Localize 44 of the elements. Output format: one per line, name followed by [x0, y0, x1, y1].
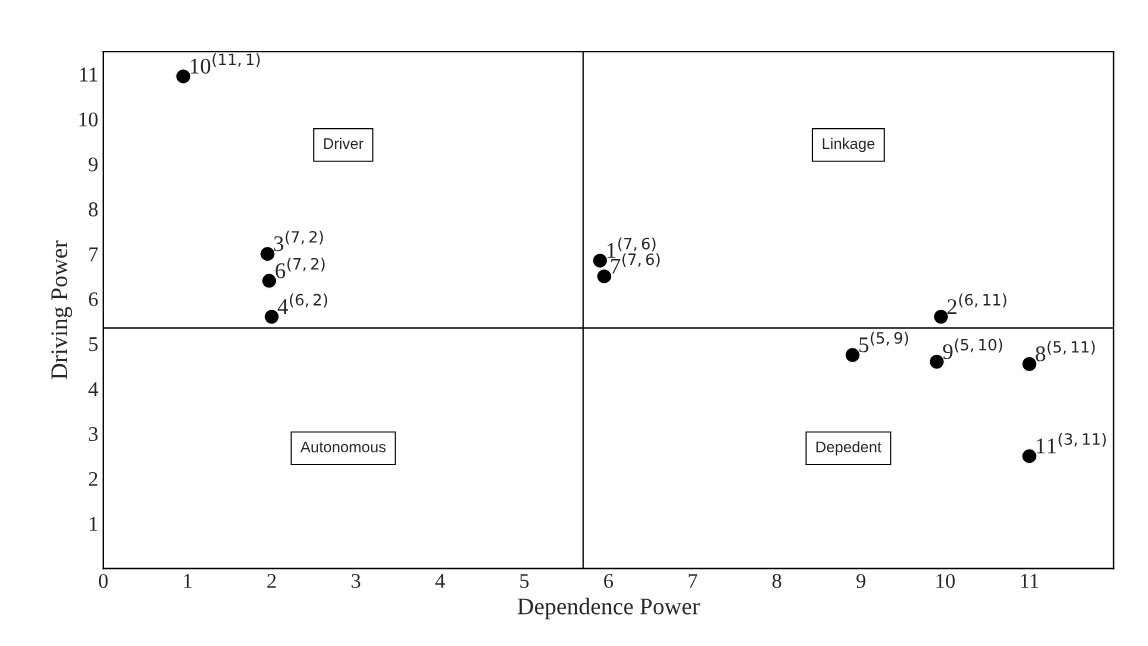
annotation: 6$^{(7,2)}$ [275, 257, 325, 279]
x-axis-title: Dependence Power [517, 597, 700, 620]
x-tick-label: 7 [688, 574, 698, 588]
point [175, 68, 192, 85]
annotation: 11$^{(3,11)}$ [1036, 432, 1106, 454]
annotation: 2$^{(6,11)}$ [947, 293, 1007, 314]
annotation: Driver [324, 137, 364, 150]
annotation: Depedent [816, 441, 882, 456]
y-tick-label: 5 [89, 337, 98, 352]
y-tick-label: 8 [88, 202, 98, 217]
x-tick-label: 6 [604, 574, 614, 588]
y-tick-label: 2 [88, 472, 98, 486]
y-tick-label: 4 [88, 382, 99, 396]
annotation: 10$^{(11,1)}$ [190, 53, 260, 74]
y-tick-label: 11 [80, 67, 98, 82]
y-tick-label: 7 [89, 247, 98, 262]
x-tick-label: 4 [435, 574, 445, 588]
y-axis-title: Driving Power [51, 240, 73, 380]
annotation: 4$^{(6,2)}$ [277, 293, 328, 314]
x-tick-label: 11 [1021, 574, 1039, 588]
point [591, 252, 609, 269]
point [259, 245, 276, 263]
y-tick-label: 10 [79, 112, 98, 127]
point [844, 346, 861, 364]
x-tick-label: 10 [936, 573, 955, 588]
annotation: Linkage [822, 137, 875, 153]
y-tick-label: 3 [89, 427, 98, 442]
x-tick-label: 1 [184, 574, 192, 588]
x-tick-label: 0 [98, 573, 108, 588]
annotation: 3$^{(7,2)}$ [274, 230, 323, 252]
x-tick-label: 8 [772, 573, 782, 588]
x-tick-label: 9 [856, 574, 866, 588]
y-tick-label: 1 [89, 517, 98, 531]
point [928, 353, 945, 370]
annotation: 8$^{(5,11)}$ [1035, 340, 1095, 362]
x-tick-label: 5 [520, 574, 529, 588]
annotation: Autonomous [300, 441, 386, 453]
x-tick-label: 3 [351, 574, 361, 588]
annotation: 5$^{(5,9)}$ [859, 331, 909, 353]
point [1021, 447, 1038, 465]
x-tick-label: 2 [267, 574, 276, 588]
y-tick-label: 6 [88, 292, 98, 307]
annotation: 9$^{(5,10)}$ [943, 338, 1003, 360]
y-tick-label: 9 [88, 157, 98, 172]
